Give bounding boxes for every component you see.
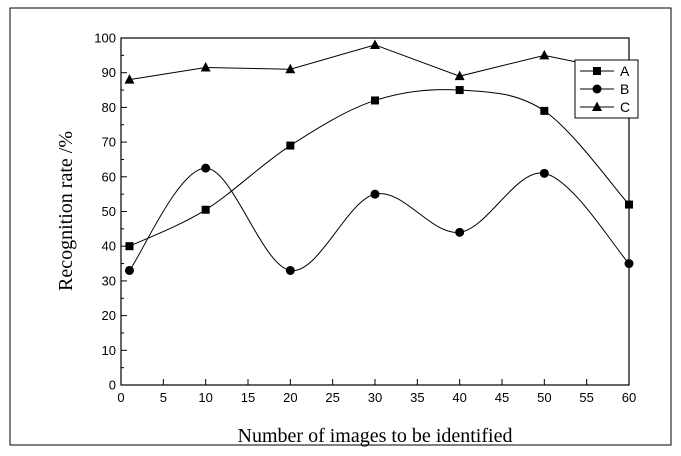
legend-marker-a [593, 67, 601, 75]
series-c-point [124, 74, 135, 84]
x-tick-label: 5 [160, 390, 167, 405]
y-tick-label: 70 [102, 135, 116, 150]
series-c-point [285, 63, 296, 74]
series-b-point [624, 259, 634, 269]
y-tick-label: 50 [102, 204, 116, 219]
y-tick-label: 0 [109, 378, 116, 393]
y-tick-label: 100 [94, 31, 116, 46]
series-a-point [125, 242, 134, 251]
x-tick-label: 55 [579, 390, 593, 405]
legend-label-a: A [620, 63, 630, 79]
series-b-line [129, 167, 630, 272]
series-a-point [286, 141, 295, 150]
y-tick-label: 60 [102, 169, 116, 184]
y-axis-ticks: 0 10 20 30 40 50 60 70 80 90 100 [94, 31, 127, 393]
y-tick-label: 20 [102, 308, 116, 323]
series-c-point [370, 39, 380, 49]
y-tick-label: 30 [102, 273, 116, 288]
series-c-point [539, 49, 550, 60]
series-a-point [371, 96, 379, 105]
series-c-point [454, 70, 465, 81]
series-a-point [540, 106, 549, 115]
x-tick-label: 40 [452, 390, 466, 405]
legend-item-a: A [580, 63, 630, 79]
legend-item-b: B [580, 81, 629, 97]
x-tick-label: 30 [368, 390, 382, 405]
legend-label-c: C [620, 99, 630, 115]
series-c [124, 39, 634, 84]
legend-item-c: C [580, 99, 630, 115]
x-tick-label: 25 [325, 390, 339, 405]
series-b [124, 163, 634, 275]
legend: ABC [574, 59, 639, 119]
series-b-point [455, 227, 465, 237]
series-c-line [129, 44, 630, 81]
x-axis-title: Number of images to be identified [238, 425, 513, 447]
y-axis-title: Recognition rate /% [55, 131, 77, 291]
x-tick-label: 20 [283, 390, 297, 405]
series-a-point [625, 200, 633, 209]
legend-marker-c [592, 101, 602, 111]
x-tick-label: 10 [198, 390, 212, 405]
series-b-point [370, 189, 380, 199]
x-tick-label: 15 [241, 390, 255, 405]
x-tick-label: 50 [537, 390, 551, 405]
series-b-point [539, 168, 549, 178]
legend-label-b: B [620, 81, 629, 97]
series-a-point [201, 205, 210, 214]
series-b-point [201, 163, 211, 173]
y-tick-label: 80 [102, 100, 116, 115]
image-border [9, 7, 672, 446]
series-c-point [200, 61, 211, 72]
series-a-point [455, 86, 464, 95]
legend-marker-b [592, 84, 602, 94]
series-b-point [285, 265, 295, 275]
y-tick-label: 10 [102, 343, 116, 358]
x-tick-label: 60 [622, 390, 636, 405]
series-b-point [124, 265, 134, 275]
x-axis-ticks: 0 5 10 15 20 25 30 35 40 45 50 55 60 [117, 379, 636, 405]
series-layer [124, 39, 634, 275]
y-tick-label: 40 [102, 239, 116, 254]
y-tick-label: 90 [102, 65, 116, 80]
x-tick-label: 0 [117, 390, 124, 405]
x-tick-label: 35 [410, 390, 424, 405]
x-tick-label: 45 [495, 390, 509, 405]
series-a [125, 86, 633, 251]
plot-frame [120, 37, 630, 386]
